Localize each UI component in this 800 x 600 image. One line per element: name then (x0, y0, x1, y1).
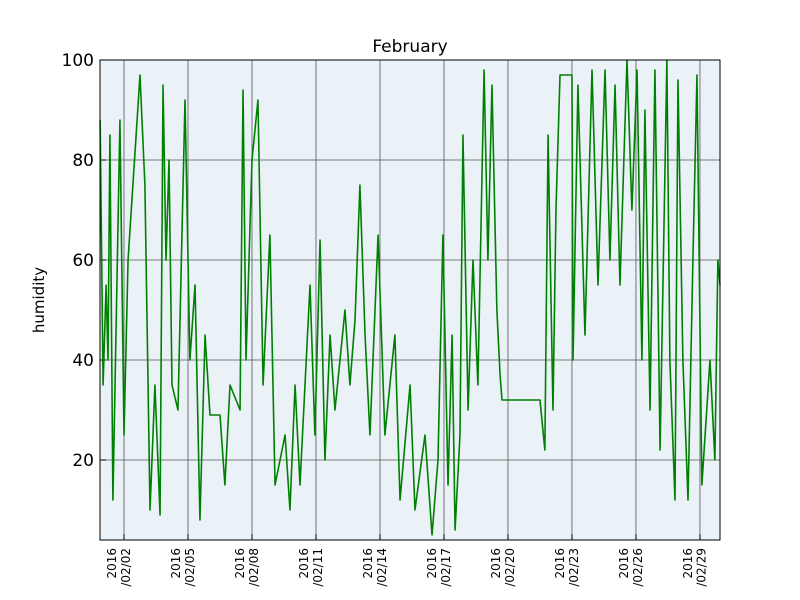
x-tick-label: 2016/02/23 (553, 548, 581, 587)
y-tick-label: 80 (72, 151, 94, 171)
tick-label-line: /02/23 (567, 548, 581, 587)
x-tick-label: 2016/02/29 (681, 548, 709, 587)
y-tick-label: 20 (72, 451, 94, 471)
tick-label-line: 2016 (425, 548, 439, 579)
tick-label-line: 2016 (489, 548, 503, 579)
data-line (99, 59, 721, 536)
x-tick-label: 2016/02/17 (425, 548, 453, 587)
tick-label-line: /02/08 (247, 548, 261, 587)
x-tick-label: 2016/02/20 (489, 548, 517, 587)
tick-label-line: 2016 (361, 548, 375, 579)
tick-label-line: /02/05 (183, 548, 197, 587)
tick-label-line: 2016 (233, 548, 247, 579)
tick-label-line: 2016 (681, 548, 695, 579)
y-tick-label: 100 (62, 51, 94, 71)
x-tick-label: 2016/02/05 (169, 548, 197, 587)
tick-label-line: 2016 (553, 548, 567, 579)
x-tick-label: 2016/02/11 (297, 548, 325, 587)
plot-area (100, 60, 720, 540)
y-tick-label: 60 (72, 251, 94, 271)
tick-label-line: /02/29 (695, 548, 709, 587)
chart-title: February (372, 37, 447, 57)
tick-label-line: /02/14 (375, 548, 389, 587)
y-tick-label: 40 (72, 351, 94, 371)
tick-label-line: /02/11 (311, 548, 325, 587)
x-tick-label: 2016/02/26 (617, 548, 645, 587)
tick-label-line: 2016 (617, 548, 631, 579)
tick-label-line: /02/02 (119, 548, 133, 587)
x-tick-label: 2016/02/08 (233, 548, 261, 587)
x-tick-label: 2016/02/02 (105, 548, 133, 587)
tick-label-line: 2016 (297, 548, 311, 579)
tick-label-line: /02/20 (503, 548, 517, 587)
y-axis-label: humidity (30, 267, 48, 333)
plot-frame (99, 59, 721, 541)
x-tick-label: 2016/02/14 (361, 548, 389, 587)
tick-label-line: /02/26 (631, 548, 645, 587)
tick-label-line: 2016 (169, 548, 183, 579)
tick-label-line: /02/17 (439, 548, 453, 587)
tick-label-line: 2016 (105, 548, 119, 579)
